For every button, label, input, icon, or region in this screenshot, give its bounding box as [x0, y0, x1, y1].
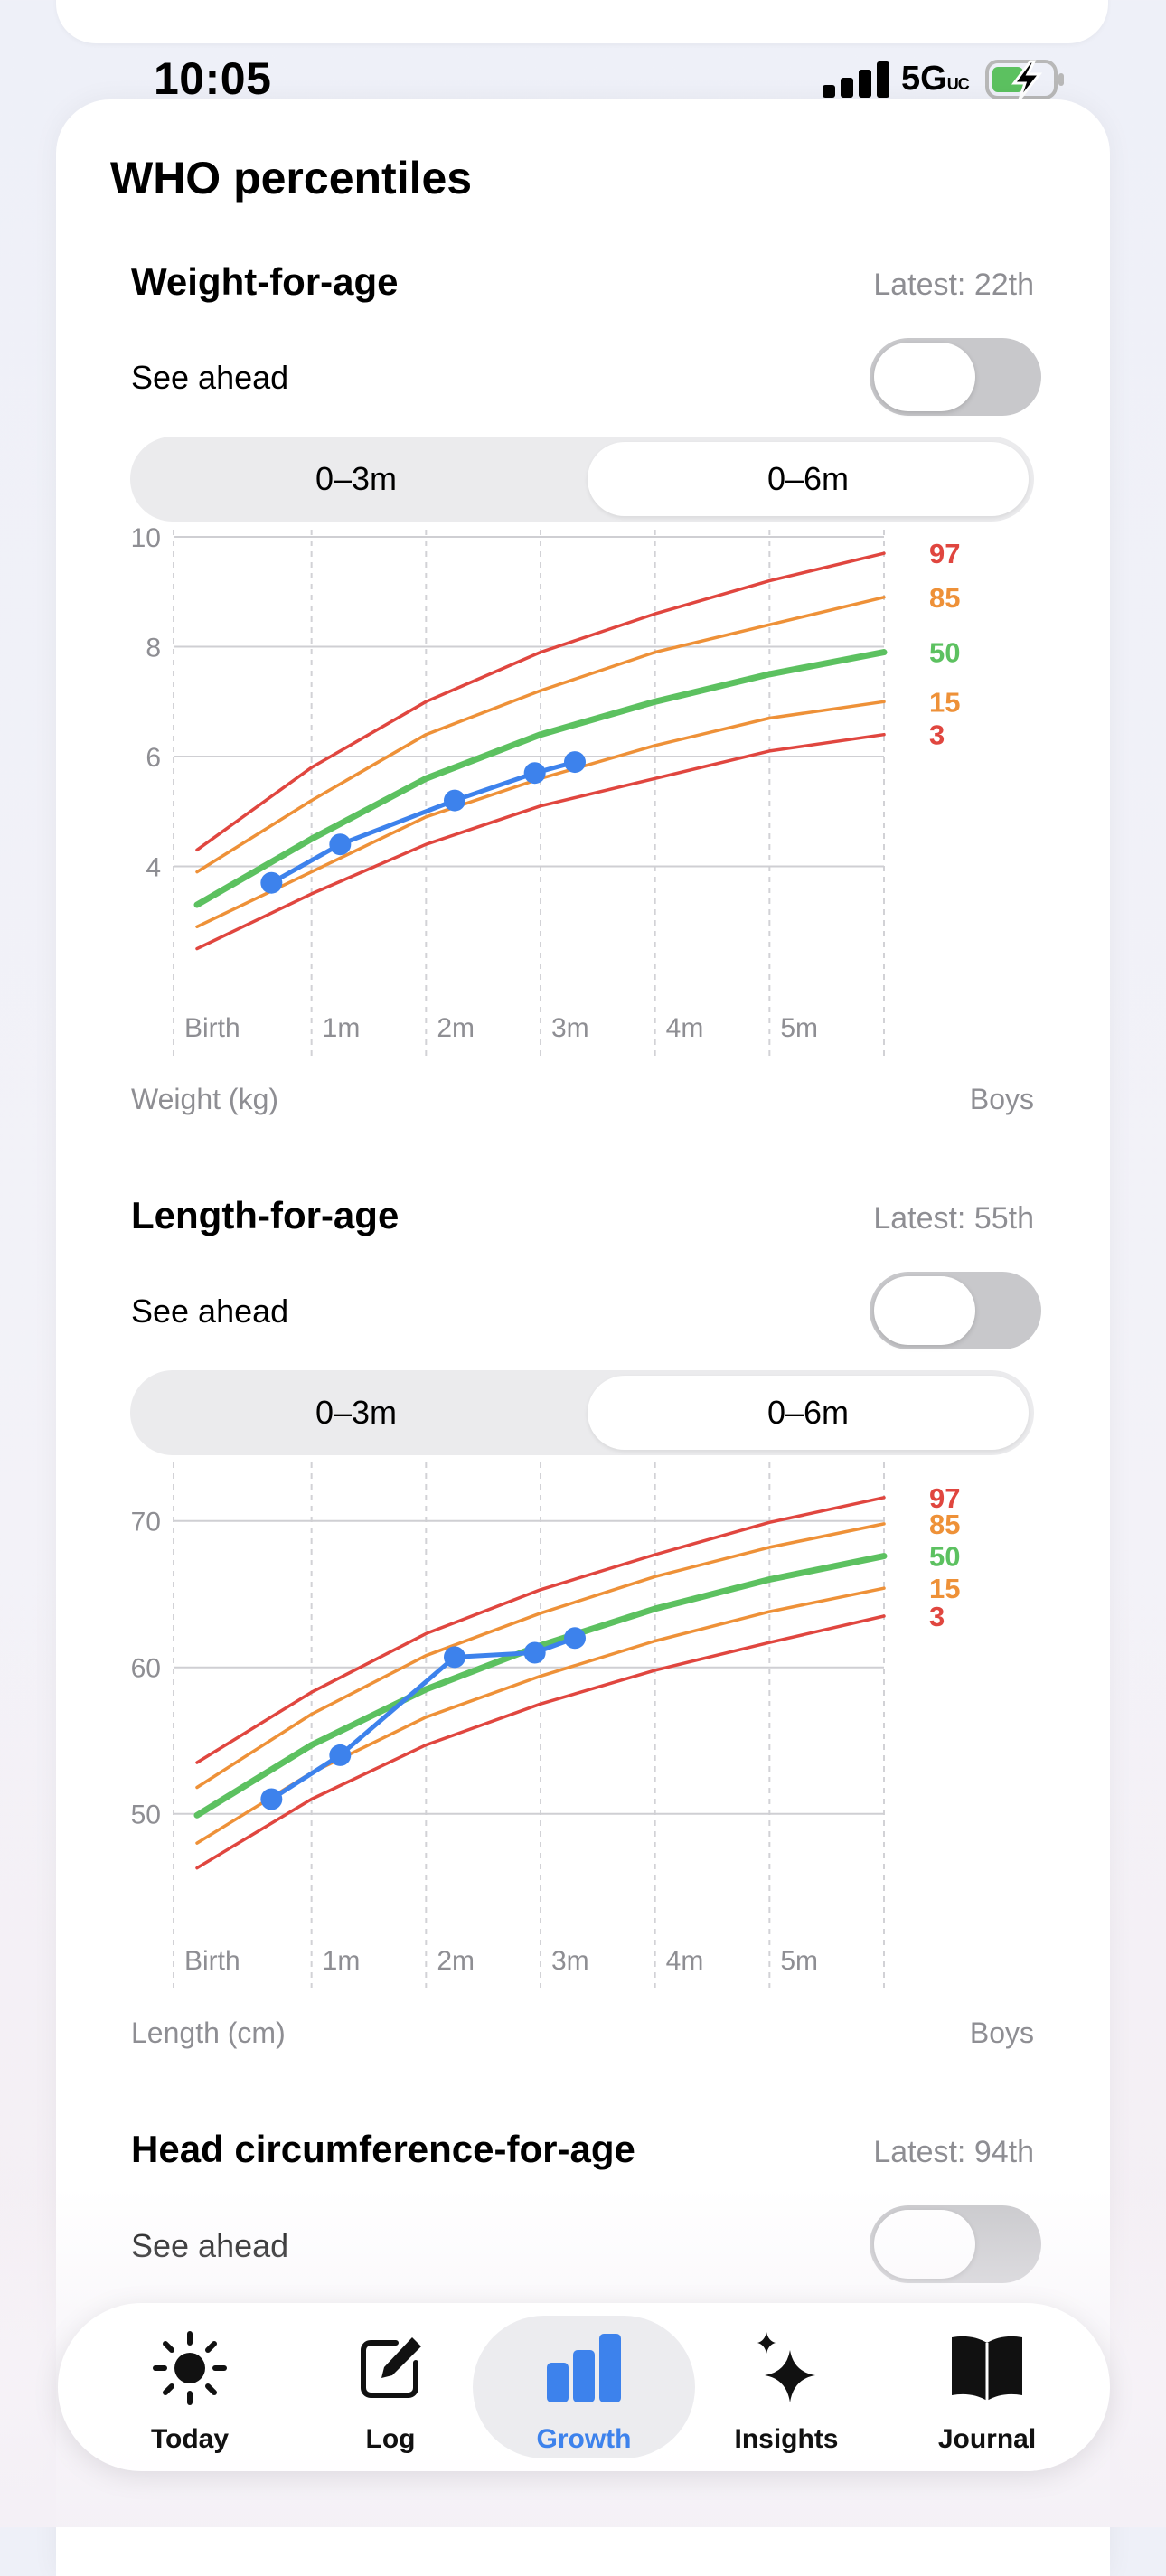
weight-latest-percentile: Latest: 22th: [873, 268, 1034, 302]
percentile-label-85: 85: [929, 1509, 960, 1540]
weight-range-selector: 0–3m 0–6m: [130, 437, 1034, 522]
toggle-knob: [874, 343, 975, 411]
length-see-ahead-label: See ahead: [131, 1293, 289, 1330]
tab-log[interactable]: Log: [291, 2303, 490, 2471]
length-see-ahead-toggle[interactable]: [870, 1272, 1041, 1349]
y-tick-label: 70: [131, 1508, 161, 1537]
percentile-label-15: 15: [929, 1573, 960, 1604]
previous-card-edge: [56, 0, 1108, 43]
percentile-label-3: 3: [929, 1601, 945, 1632]
percentile-label-85: 85: [929, 582, 960, 614]
y-tick-label: 60: [131, 1654, 161, 1684]
toggle-knob: [874, 2210, 975, 2279]
length-card-title: Length-for-age: [131, 1194, 400, 1236]
tab-bar: Today Log Growth Insights Journal: [58, 2303, 1110, 2471]
tab-insights[interactable]: Insights: [687, 2303, 886, 2471]
measurement-point: [523, 762, 546, 785]
y-tick-label: 10: [131, 524, 161, 553]
weight-unit-label: Weight (kg): [131, 1083, 279, 1115]
percentile-label-97: 97: [929, 1482, 960, 1514]
length-sex-label: Boys: [969, 2017, 1034, 2049]
percentile-label-50: 50: [929, 1541, 960, 1573]
signal-icon: [823, 61, 889, 98]
section-title: WHO percentiles: [110, 153, 473, 203]
x-tick-label: 2m: [437, 1946, 475, 1976]
length-unit-label: Length (cm): [131, 2017, 286, 2049]
bar-chart-icon: [547, 2334, 621, 2402]
percentile-label-97: 97: [929, 538, 960, 569]
measurement-point: [329, 833, 352, 856]
sparkles-icon: [757, 2332, 815, 2402]
y-tick-label: 50: [131, 1800, 161, 1830]
measurement-point: [444, 1646, 465, 1669]
head-see-ahead-label: See ahead: [131, 2227, 289, 2264]
length-range-0-6m[interactable]: 0–6m: [588, 1376, 1029, 1450]
tab-journal[interactable]: Journal: [888, 2303, 1086, 2471]
tab-growth-label: Growth: [536, 2424, 632, 2454]
battery-charging-icon: [985, 60, 1064, 100]
y-tick-label: 6: [146, 743, 161, 773]
percentile-line-3: [195, 1614, 886, 1870]
toggle-knob: [874, 1276, 975, 1345]
weight-range-0-6m[interactable]: 0–6m: [588, 442, 1029, 516]
percentile-line-85: [195, 596, 886, 874]
weight-card-title: Weight-for-age: [131, 260, 399, 303]
x-tick-label: 4m: [666, 1013, 704, 1043]
tab-journal-label: Journal: [937, 2424, 1037, 2454]
measurement-point: [444, 789, 465, 812]
percentile-label-15: 15: [929, 686, 960, 718]
length-range-0-3m[interactable]: 0–3m: [315, 1394, 398, 1431]
percentile-line-97: [195, 551, 886, 852]
measurement-point: [523, 1641, 546, 1664]
head-see-ahead-toggle[interactable]: [870, 2205, 1041, 2283]
measurement-point: [564, 1627, 586, 1650]
length-latest-percentile: Latest: 55th: [873, 1201, 1034, 1236]
measurement-point: [260, 871, 283, 894]
weight-range-0-3m[interactable]: 0–3m: [315, 460, 398, 497]
x-tick-label: Birth: [184, 1013, 240, 1043]
book-icon: [952, 2336, 1022, 2401]
head-latest-percentile: Latest: 94th: [873, 2135, 1034, 2169]
x-tick-label: 1m: [323, 1946, 361, 1976]
tab-log-label: Log: [365, 2424, 416, 2454]
sun-icon: [153, 2331, 227, 2405]
status-bar: 10:05 5GUC: [0, 47, 1166, 110]
x-tick-label: 3m: [551, 1013, 589, 1043]
weight-chart: 4 6 8 10 Birth 1m 2m 3m 4m 5m 97 85 50 153: [131, 524, 960, 1056]
network-label: 5GUC: [901, 60, 970, 98]
tab-insights-label: Insights: [734, 2424, 839, 2454]
weight-sex-label: Boys: [969, 1083, 1034, 1115]
edit-icon: [361, 2337, 421, 2398]
length-range-selector: 0–3m 0–6m: [130, 1370, 1034, 1455]
x-tick-label: 5m: [780, 1013, 818, 1043]
measurement-point: [260, 1788, 283, 1810]
weight-see-ahead-toggle[interactable]: [870, 338, 1041, 416]
tab-today-label: Today: [150, 2424, 230, 2454]
y-tick-label: 8: [146, 634, 161, 663]
percentile-line-50: [193, 649, 888, 908]
measurement-point: [329, 1744, 352, 1766]
head-card-title: Head circumference-for-age: [131, 2128, 635, 2170]
weight-see-ahead-label: See ahead: [131, 359, 289, 396]
y-tick-label: 4: [146, 853, 161, 883]
x-tick-label: 2m: [437, 1013, 475, 1043]
tab-growth[interactable]: Growth: [484, 2303, 683, 2471]
percentile-label-3: 3: [929, 719, 945, 751]
status-time: 10:05: [154, 53, 272, 104]
percentile-label-50: 50: [929, 637, 960, 669]
x-tick-label: 4m: [666, 1946, 704, 1976]
x-tick-label: 3m: [551, 1946, 589, 1976]
percentile-line-3: [195, 732, 886, 951]
tab-today[interactable]: Today: [90, 2303, 289, 2471]
x-tick-label: 5m: [780, 1946, 818, 1976]
measurement-point: [564, 751, 586, 774]
x-tick-label: Birth: [184, 1946, 240, 1976]
percentile-line-85: [195, 1522, 886, 1790]
x-tick-label: 1m: [323, 1013, 361, 1043]
percentile-line-97: [195, 1496, 886, 1764]
